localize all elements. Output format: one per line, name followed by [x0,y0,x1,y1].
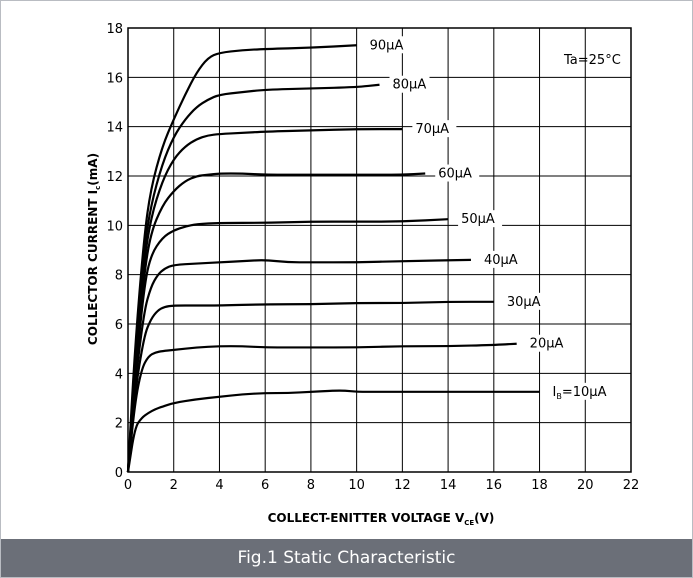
y-tick-label: 8 [115,269,123,284]
x-tick-label: 6 [261,478,269,493]
series-label: 80μA [393,78,427,93]
series-line [126,172,426,473]
x-tick-label: 14 [440,478,457,493]
x-tick-label: 22 [623,478,640,493]
x-tick-label: 0 [124,478,132,493]
figure-caption: Fig.1 Static Characteristic [237,548,456,568]
series-label-bg [549,382,612,400]
series-label: 30μA [507,295,541,310]
series-label: 20μA [530,337,564,352]
y-tick-label: 0 [115,466,123,481]
series-label-bg [503,292,546,310]
x-tick-label: 4 [215,478,223,493]
y-tick-label: 14 [106,121,123,136]
series-label-bg [389,75,430,93]
series-label: 60μA [438,167,472,182]
y-tick-label: 6 [115,318,123,333]
series-label: 50μA [461,212,495,227]
series-line [126,389,540,473]
y-tick-label: 2 [115,417,123,432]
y-axis-title: COLLECTOR CURRENT Ic(mA) [86,153,102,345]
series-label-bg [458,210,503,228]
series-label-bg [480,250,525,268]
series-label-bg [366,36,407,54]
series-line [126,300,494,473]
x-tick-label: 2 [170,478,178,493]
temperature-annotation: Ta=25°C [563,53,621,68]
series-label-bg [526,334,569,352]
x-tick-label: 16 [486,478,503,493]
series-label-bg [435,164,480,182]
plot-frame [127,27,632,473]
series-label-bg [412,120,457,138]
y-tick-label: 16 [106,71,123,86]
series-label: IB=10μA [553,385,607,401]
x-axis-title: COLLECT-ENITTER VOLTAGE VCE(V) [268,511,495,527]
x-tick-label: 8 [307,478,315,493]
y-tick-label: 12 [106,170,123,185]
x-tick-label: 12 [394,478,411,493]
series-label: 90μA [370,38,404,53]
chart-svg: 0 2 4 6 8 10 12 14 16 18 20 22 0 2 4 6 8 10 12 14 16 18 90μA 8… [86,22,640,527]
x-tick-label: 10 [348,478,365,493]
series-line [126,258,471,473]
series-line [126,342,517,473]
y-tick-label: 10 [106,219,123,234]
figure-caption-bar: Fig.1 Static Characteristic [1,539,692,577]
x-tick-label: 20 [577,478,594,493]
series-label: 70μA [415,122,449,137]
y-tick-label: 4 [115,367,123,382]
x-tick-label: 18 [531,478,548,493]
series-line [126,44,357,473]
series-line [126,83,380,473]
series-label: 40μA [484,253,518,268]
series-line [126,218,449,473]
y-tick-label: 18 [106,22,123,37]
